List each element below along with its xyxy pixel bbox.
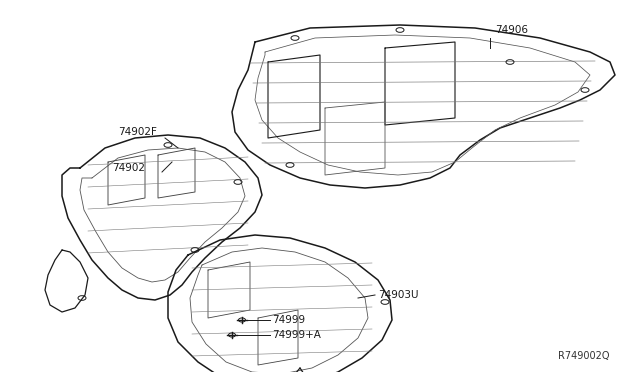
Text: 74903U: 74903U (378, 290, 419, 300)
Text: 74906: 74906 (495, 25, 528, 35)
Text: 74999+A: 74999+A (272, 330, 321, 340)
Text: 74902: 74902 (112, 163, 145, 173)
Text: 74902F: 74902F (118, 127, 157, 137)
Text: R749002Q: R749002Q (558, 351, 609, 361)
Text: 74999: 74999 (272, 315, 305, 325)
